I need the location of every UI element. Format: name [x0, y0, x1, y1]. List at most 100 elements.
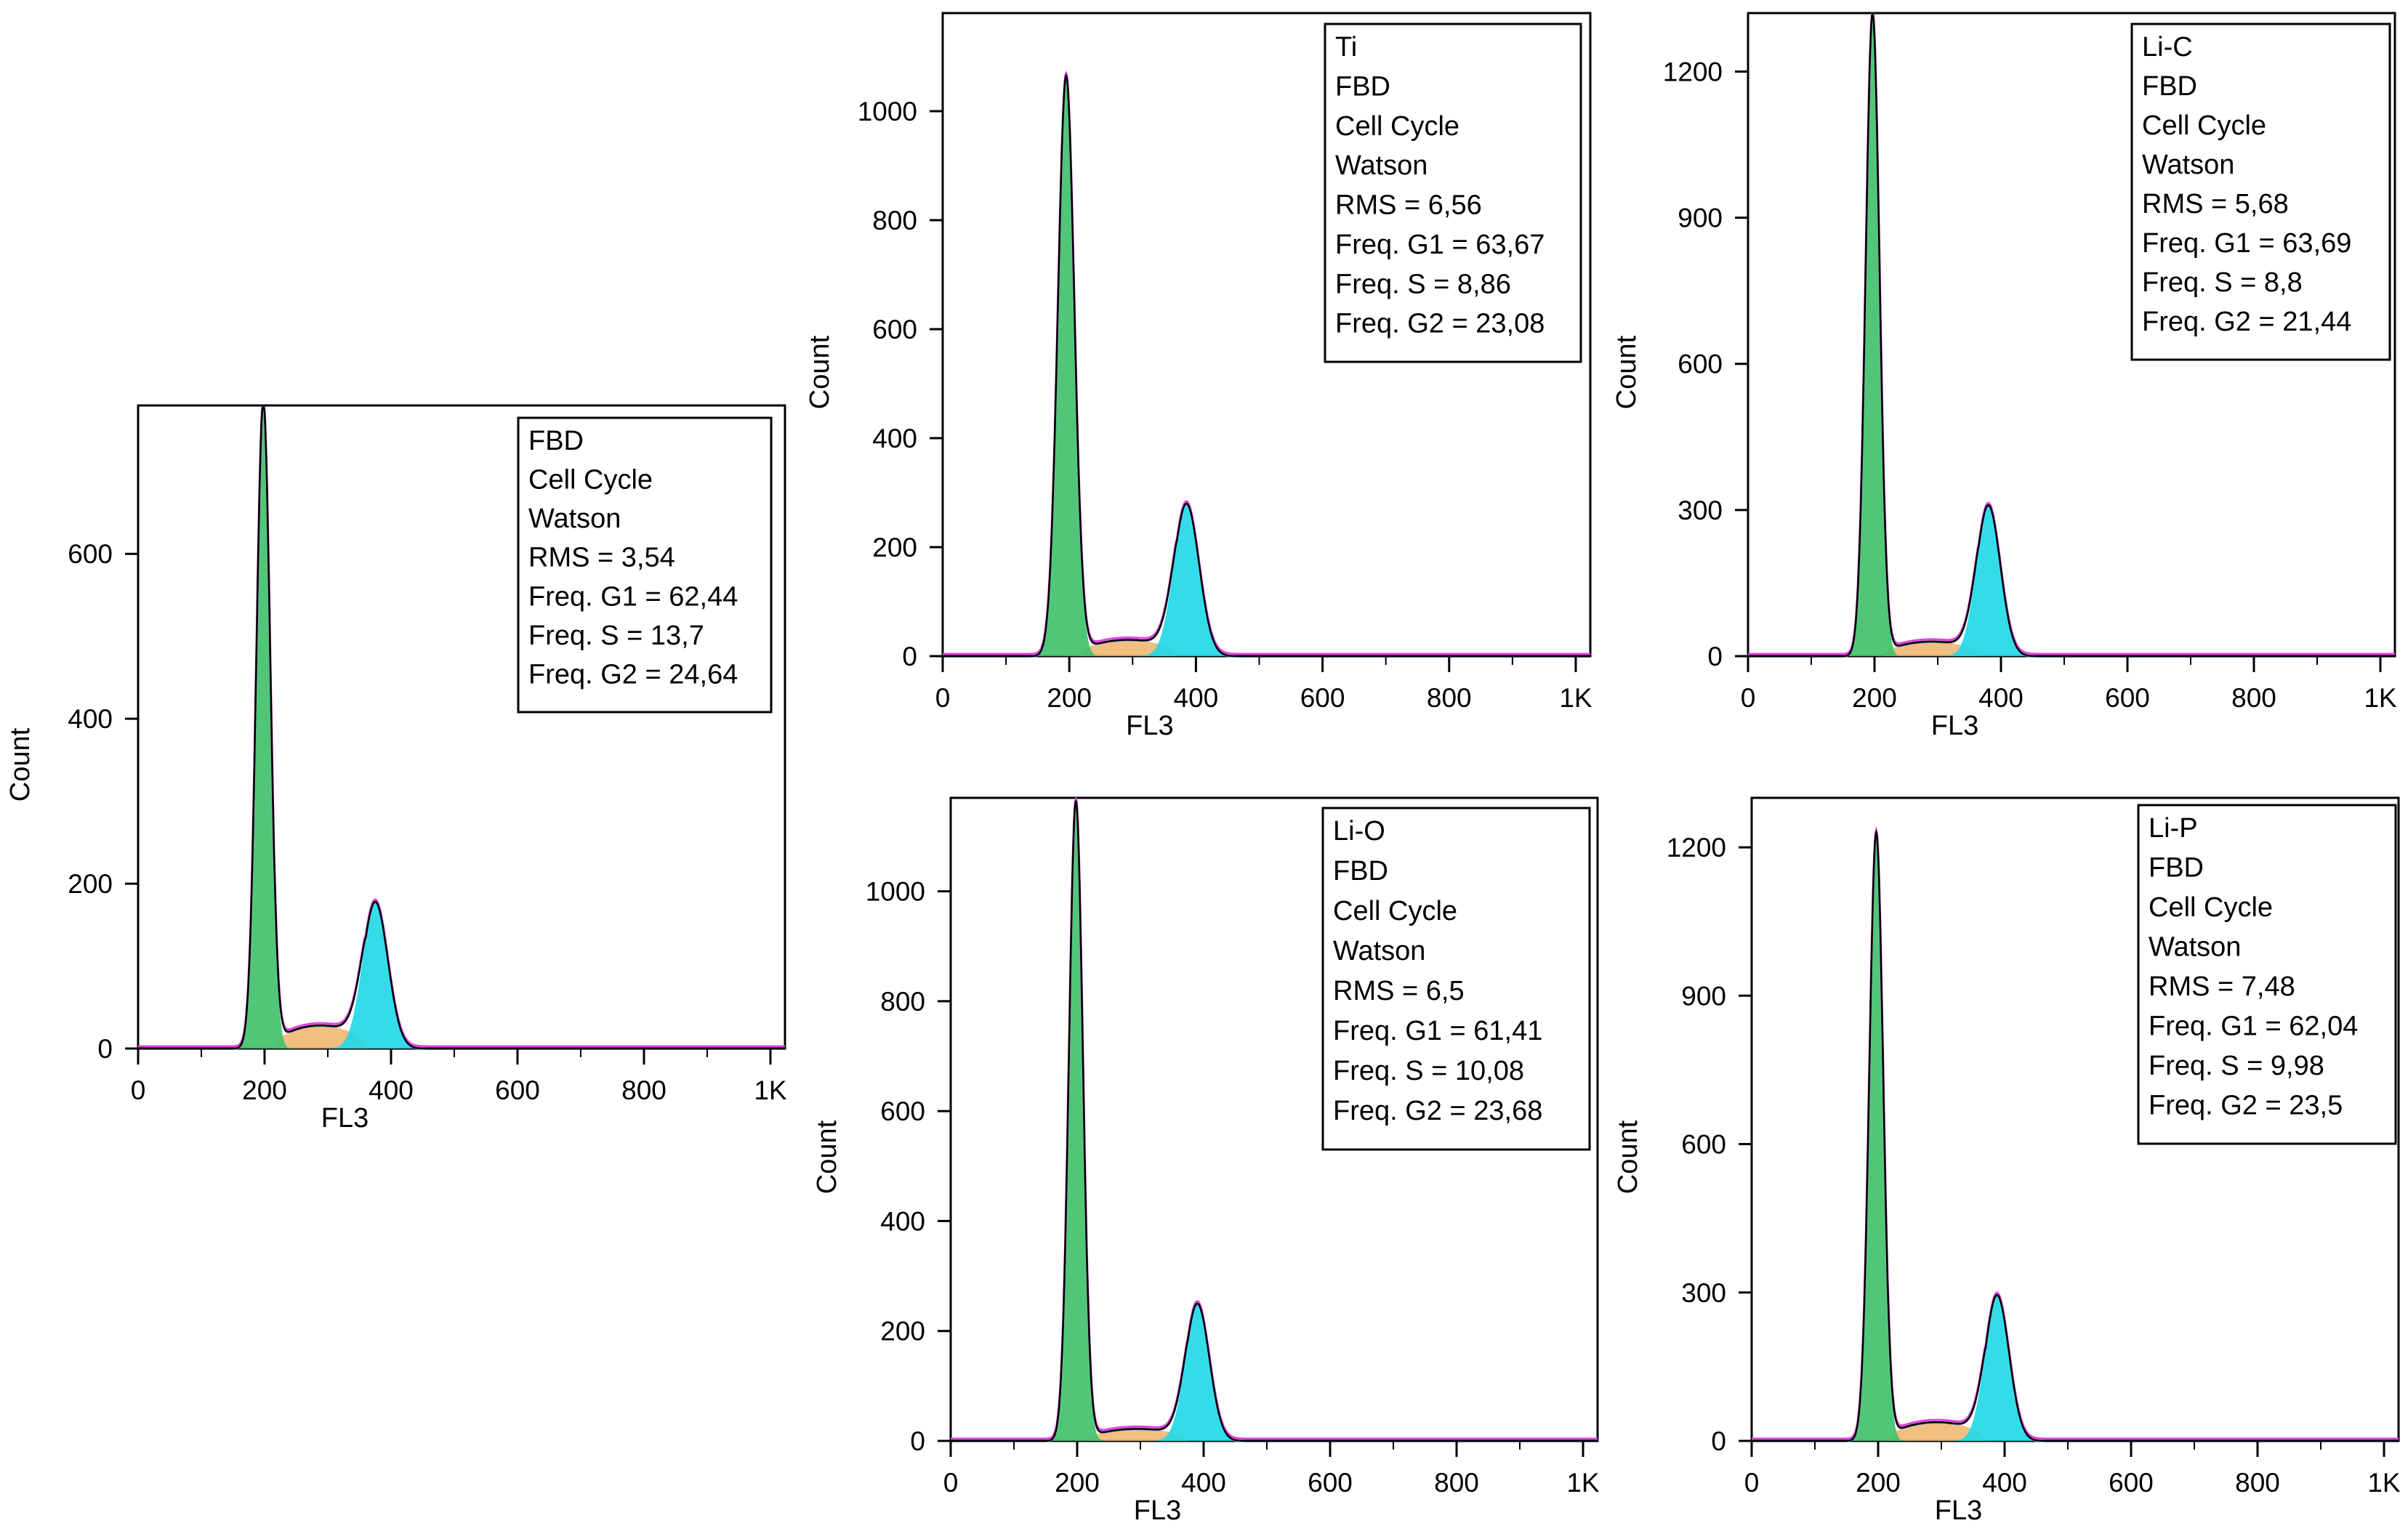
x-tick-label: 400 — [369, 1075, 414, 1105]
chart-li-p: 0 200 400 600 800 1K 0 300 600 900 1200 FL3 Count Li-… — [1613, 796, 2401, 1526]
legend-box — [1324, 23, 1582, 363]
legend-line: Li-P — [2149, 813, 2198, 844]
legend: Li-P FBD Cell Cycle Watson RMS = 7,48 Freq. G… — [2137, 804, 2397, 1145]
legend: Ti FBD Cell Cycle Watson RMS = 6,56 Freq. G1 … — [1324, 23, 1582, 363]
y-tick-label: 0 — [902, 642, 917, 671]
x-tick-label: 600 — [1300, 683, 1345, 713]
histogram-line — [138, 405, 785, 1050]
legend-line: RMS = 7,48 — [2149, 972, 2295, 1002]
legend-line: Freq. G2 = 24,64 — [528, 659, 738, 690]
y-tick-label: 200 — [880, 1317, 925, 1346]
y-axis-title: Count — [805, 335, 835, 409]
y-tick-label: 600 — [1678, 350, 1723, 379]
y-axis-title: Count — [1611, 335, 1642, 409]
legend-line: RMS = 3,54 — [528, 543, 675, 573]
x-tick-label: 1K — [754, 1075, 787, 1105]
legend: Li-C FBD Cell Cycle Watson RMS = 5,68 Freq. G… — [2130, 23, 2391, 361]
y-axis-title: Count — [1613, 1120, 1643, 1194]
legend-line: Ti — [1335, 32, 1357, 62]
x-tick-label: 200 — [1852, 683, 1897, 713]
legend-line: Freq. G1 = 62,44 — [528, 581, 738, 612]
x-tick-label: 200 — [1047, 683, 1092, 713]
legend-line: FBD — [1335, 71, 1390, 102]
x-tick-label: 800 — [621, 1075, 667, 1105]
legend-line: Watson — [1335, 150, 1428, 181]
legend-line: Freq. G2 = 23,5 — [2149, 1091, 2343, 1121]
chart-control: 0 200 400 600 800 1K 0 200 400 600 FL3 Count FBD Cell… — [5, 404, 787, 1134]
y-tick-label: 600 — [1681, 1130, 1726, 1160]
series-g2-area — [1129, 504, 1244, 656]
legend-line: Freq. S = 10,08 — [1333, 1056, 1524, 1086]
y-tick-label: 0 — [1707, 642, 1723, 671]
x-axis-title: FL3 — [1134, 1495, 1181, 1526]
legend: FBD Cell Cycle Watson RMS = 3,54 Freq. G1 = … — [517, 416, 773, 714]
y-tick-label: 200 — [872, 533, 917, 562]
legend-line: Freq. G1 = 63,67 — [1335, 230, 1545, 260]
series-g2-area — [1934, 505, 2042, 656]
legend-line: Cell Cycle — [528, 465, 653, 496]
y-tick-label: 900 — [1681, 981, 1726, 1011]
legend-line: Cell Cycle — [1335, 111, 1459, 142]
series-g1-area — [1841, 13, 1904, 656]
y-tick-label: 0 — [1711, 1426, 1726, 1456]
y-tick-label: 200 — [68, 869, 113, 899]
series-g2-area — [318, 902, 432, 1049]
y-tick-label: 0 — [910, 1426, 925, 1456]
legend-box — [2130, 23, 2391, 361]
series-g1-area — [1044, 801, 1108, 1441]
y-tick-label: 300 — [1678, 496, 1723, 525]
x-tick-label: 800 — [2235, 1468, 2280, 1498]
x-axis-title: FL3 — [1935, 1495, 1982, 1526]
legend-line: Freq. S = 8,86 — [1335, 269, 1511, 299]
y-tick-label: 1200 — [1663, 57, 1723, 86]
legend-line: RMS = 6,5 — [1333, 976, 1465, 1006]
x-tick-label: 200 — [242, 1075, 287, 1105]
legend-line: FBD — [2142, 71, 2197, 102]
series-g1-area — [232, 405, 295, 1049]
legend-line: FBD — [528, 426, 584, 456]
x-tick-label: 0 — [935, 683, 951, 713]
chart-ti: 0 200 400 600 800 1K 0 200 400 600 800 1000 FL3 Count… — [805, 12, 1592, 741]
y-tick-label: 600 — [872, 315, 917, 344]
series-g1-area — [1028, 76, 1103, 657]
y-axis-title: Count — [812, 1120, 842, 1194]
legend-line: Freq. G1 = 62,04 — [2149, 1011, 2358, 1042]
legend-line: Watson — [1333, 936, 1425, 966]
x-axis-title: FL3 — [1126, 711, 1173, 741]
x-tick-label: 800 — [1427, 683, 1472, 713]
series-s-area — [1888, 1422, 1986, 1441]
legend-line: Freq. G1 = 63,69 — [2142, 228, 2351, 259]
y-tick-label: 800 — [880, 987, 925, 1017]
x-tick-label: 0 — [1741, 683, 1756, 713]
legend-line: Freq. S = 9,98 — [2149, 1051, 2324, 1081]
y-tick-label: 1000 — [858, 97, 917, 126]
x-tick-label: 400 — [1978, 683, 2024, 713]
y-tick-label: 600 — [880, 1096, 925, 1126]
legend-box — [1321, 807, 1591, 1151]
legend-line: Freq. S = 13,7 — [528, 621, 704, 651]
y-tick-label: 400 — [880, 1206, 925, 1236]
legend-line: Freq. G1 = 61,41 — [1333, 1016, 1542, 1046]
histogram-line — [943, 73, 1590, 658]
x-tick-label: 1K — [2364, 683, 2397, 713]
legend-line: Cell Cycle — [2149, 892, 2273, 923]
legend-line: Li-O — [1333, 816, 1385, 847]
x-tick-label: 1K — [2367, 1468, 2401, 1498]
legend-line: Watson — [2149, 932, 2241, 963]
x-tick-label: 200 — [1856, 1468, 1901, 1498]
y-tick-label: 0 — [97, 1034, 113, 1064]
legend-line: Watson — [528, 504, 621, 534]
y-tick-label: 800 — [872, 206, 917, 235]
x-tick-label: 400 — [1181, 1468, 1226, 1498]
x-tick-label: 600 — [2109, 1468, 2154, 1498]
x-tick-label: 1K — [1566, 1468, 1600, 1498]
series-g2-area — [1943, 1295, 2051, 1441]
legend-line: Watson — [2142, 150, 2234, 180]
legend: Li-O FBD Cell Cycle Watson RMS = 6,5 Freq. G1… — [1321, 807, 1591, 1151]
x-tick-label: 600 — [495, 1075, 540, 1105]
histogram-line — [1748, 12, 2395, 658]
y-tick-label: 600 — [68, 539, 113, 569]
legend-line: FBD — [2149, 853, 2204, 884]
x-tick-label: 600 — [2105, 683, 2150, 713]
